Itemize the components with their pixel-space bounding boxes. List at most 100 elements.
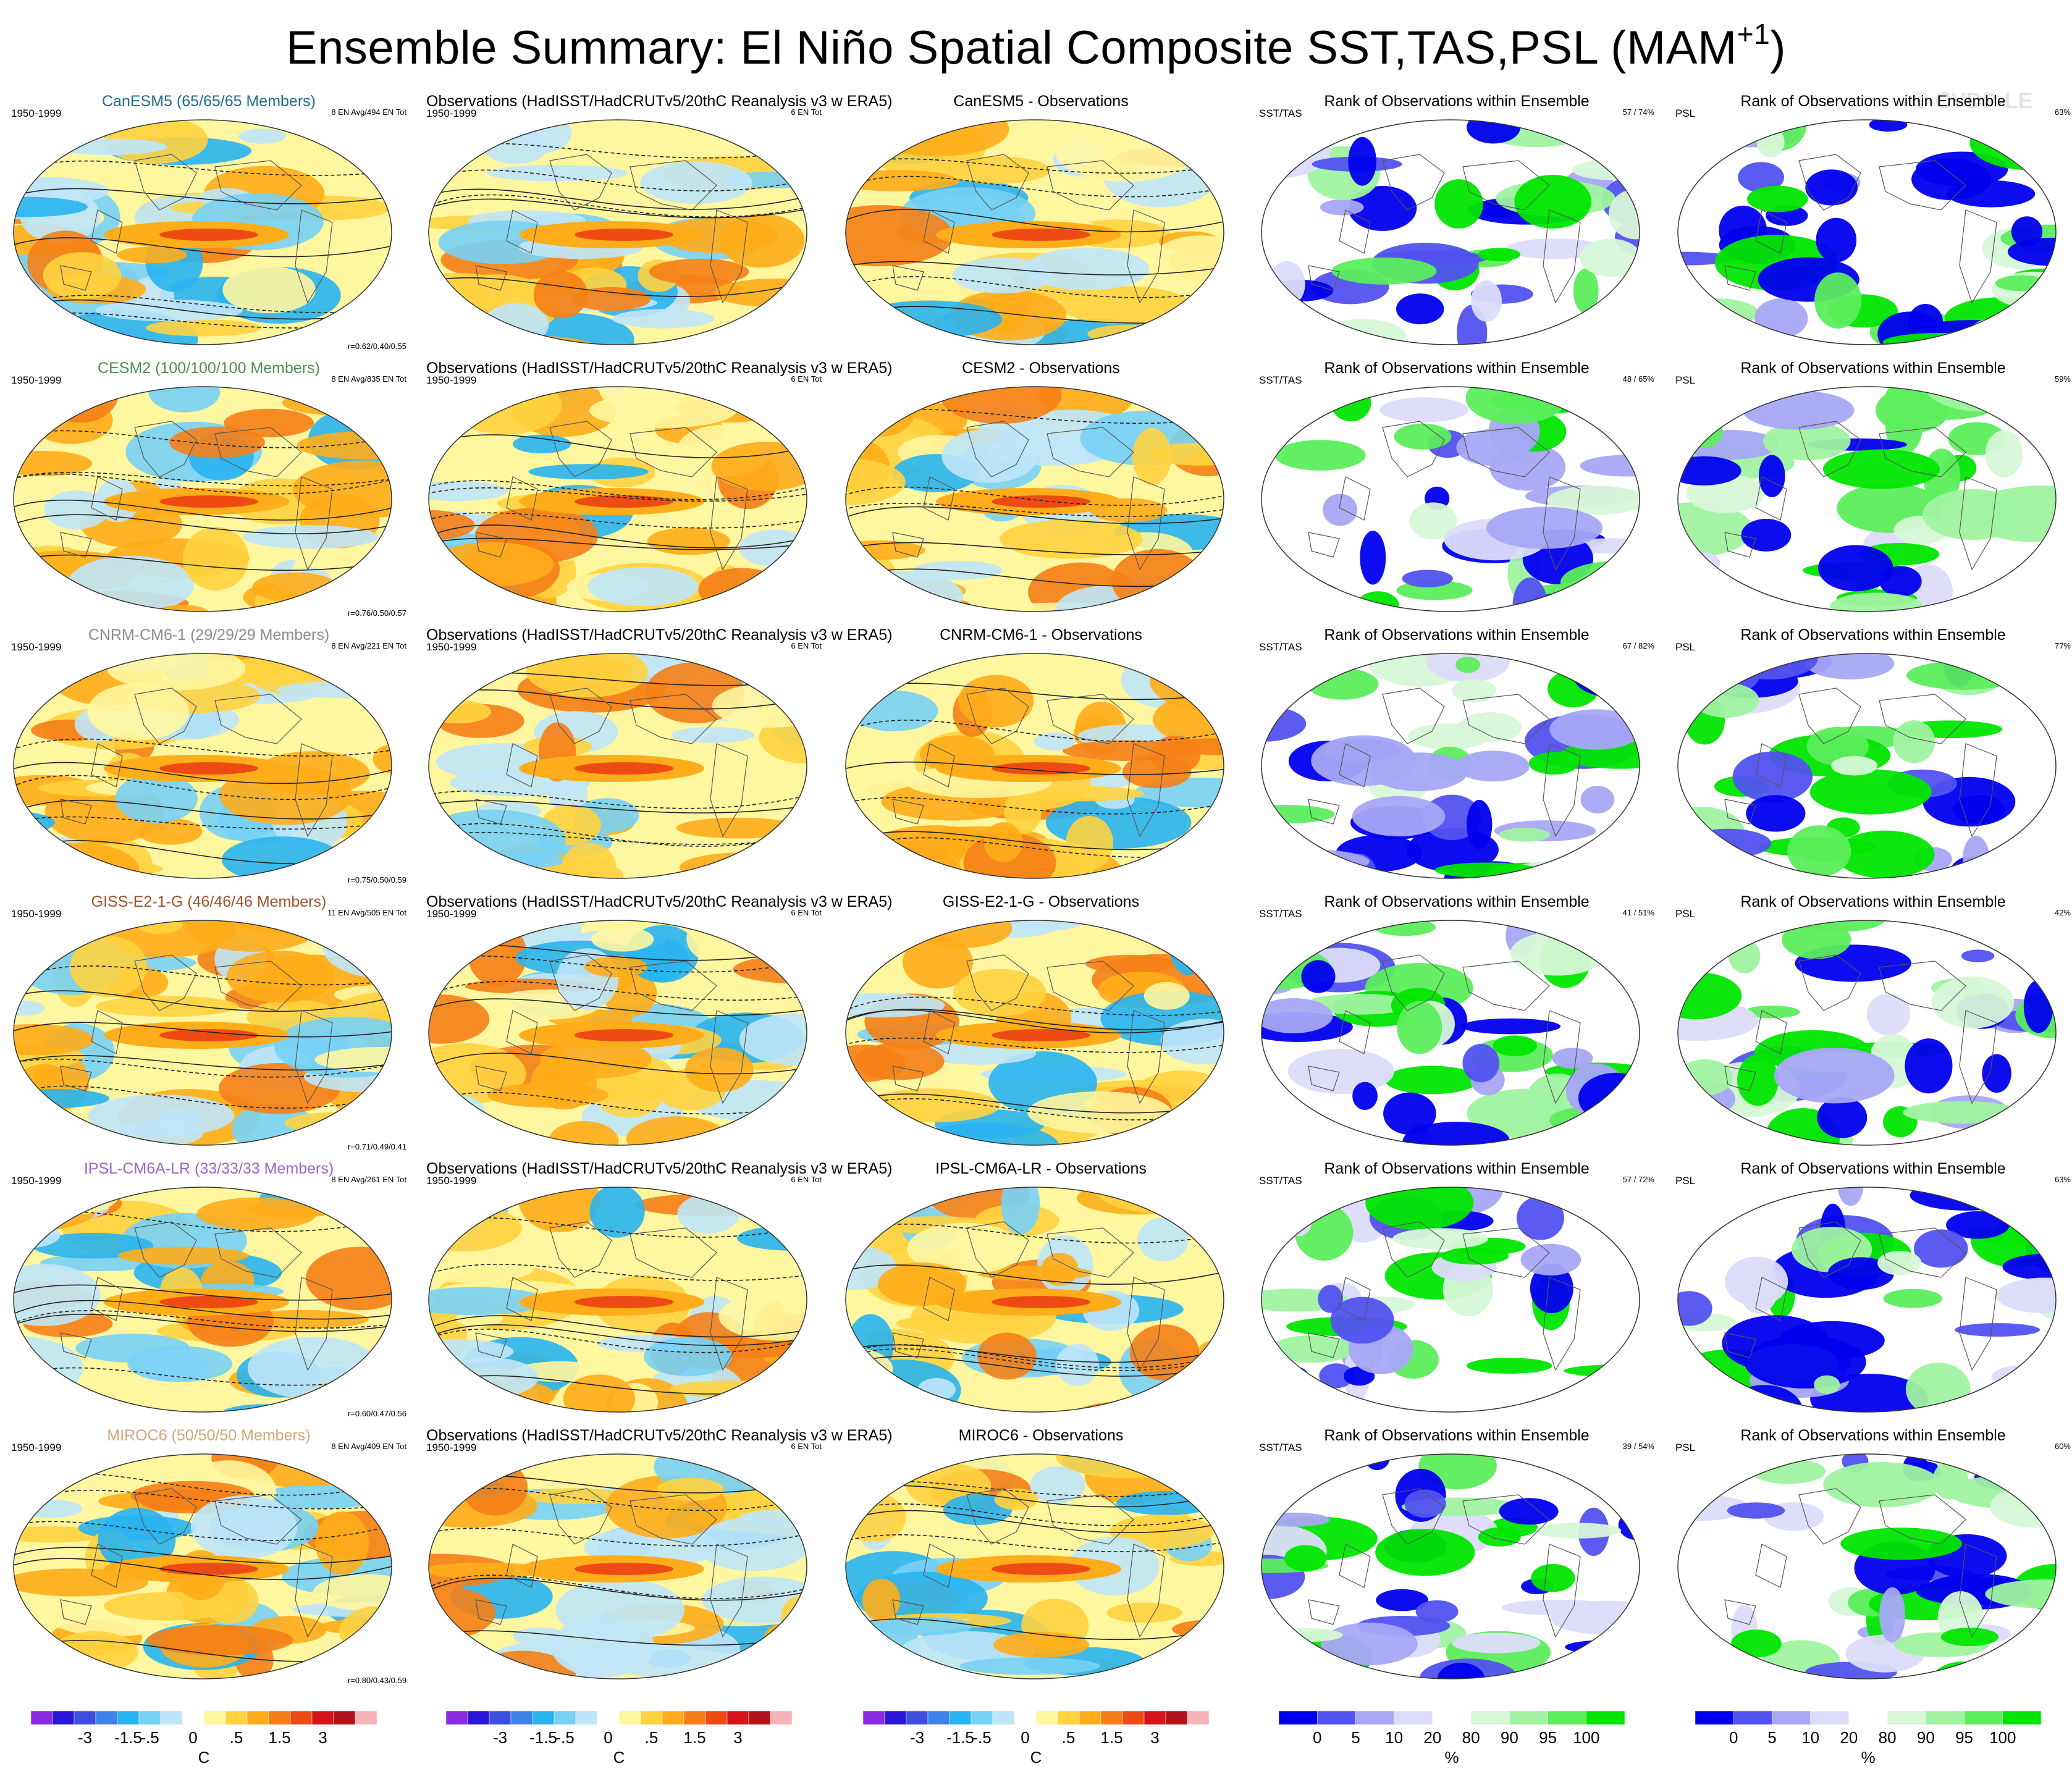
- map-diff: [845, 920, 1224, 1146]
- map-obs: [428, 1453, 807, 1679]
- rank-percent: 60%: [2054, 1442, 2071, 1451]
- panel-rank_psl: Rank of Observations within Ensemble PSL 5…: [1675, 353, 2071, 620]
- period-label: 1950-1999: [426, 374, 477, 386]
- colorbar-swatch: [160, 1711, 183, 1725]
- colorbar-swatch: [1143, 1711, 1166, 1725]
- rank-percent: 77%: [2054, 641, 2071, 650]
- map-diff: [845, 119, 1224, 345]
- rank-title: Rank of Observations within Ensemble: [1324, 626, 1590, 644]
- colorbar-unit: C: [198, 1748, 210, 1767]
- colorbar-tick-label: 0: [1021, 1728, 1029, 1747]
- rank-title: Rank of Observations within Ensemble: [1740, 893, 2006, 910]
- panel-obs: Observations (HadISST/HadCRUTv5/20thC Re…: [426, 1421, 892, 1687]
- colorbar-swatch: [1586, 1711, 1625, 1725]
- colorbar-swatch: [2002, 1711, 2042, 1725]
- ensemble-count: 6 EN Tot: [791, 1442, 822, 1451]
- colorbar-tick-label: .5: [230, 1728, 243, 1747]
- colorbar-tick-label: 5: [1351, 1728, 1360, 1747]
- colorbar-tick-label: .5: [1062, 1728, 1076, 1747]
- panel-model: CanESM5 (65/65/65 Members) 1950-1999 8 EN …: [11, 86, 406, 353]
- panel-model: CESM2 (100/100/100 Members) 1950-1999 8 EN…: [11, 353, 406, 620]
- colorbar-swatch: [1926, 1711, 1965, 1725]
- map-obs: [428, 653, 807, 879]
- period-label: 1950-1999: [426, 908, 477, 920]
- period-label: 1950-1999: [426, 1442, 477, 1453]
- pattern-correlation: r=0.76/0.50/0.57: [347, 608, 406, 618]
- panel-diff: MIROC6 - Observations: [843, 1421, 1239, 1687]
- colorbar-tick-label: -1.5: [946, 1728, 974, 1747]
- colorbar-swatch: [705, 1711, 728, 1725]
- map-diff: [845, 1187, 1224, 1413]
- colorbar-swatch: [1509, 1711, 1548, 1725]
- colorbar-tick-label: 100: [1989, 1728, 2016, 1747]
- colorbar-tick-label: 1.5: [683, 1728, 705, 1747]
- rank-percent: 67 / 82%: [1622, 641, 1654, 650]
- colorbar-swatch: [1470, 1711, 1510, 1725]
- period-label: 1950-1999: [11, 1442, 62, 1453]
- colorbar-swatch: [748, 1711, 771, 1725]
- period-label: 1950-1999: [11, 641, 62, 653]
- panel-rank_sst: Rank of Observations within Ensemble SST/…: [1259, 86, 1654, 353]
- colorbar-tick-label: 5: [1767, 1728, 1776, 1747]
- colorbar-tick-label: 80: [1879, 1728, 1897, 1747]
- variable-label: SST/TAS: [1259, 1442, 1302, 1453]
- panel-diff: IPSL-CM6A-LR - Observations: [843, 1154, 1239, 1421]
- panel-diff: CanESM5 - Observations: [843, 86, 1239, 353]
- panel-model: MIROC6 (50/50/50 Members) 1950-1999 8 EN A…: [11, 1421, 406, 1687]
- ensemble-count: 6 EN Tot: [791, 641, 822, 650]
- map-rank_sst: [1261, 653, 1640, 879]
- colorbar-swatch: [1100, 1711, 1123, 1725]
- panel-rank_psl: Rank of Observations within Ensemble PSL 6…: [1675, 1154, 2071, 1421]
- rank-title: Rank of Observations within Ensemble: [1324, 1160, 1590, 1177]
- colorbar-swatch: [575, 1711, 598, 1725]
- colorbar-tick-label: 95: [1539, 1728, 1557, 1747]
- map-model: [13, 1453, 392, 1679]
- diff-title: GISS-E2-1-G - Observations: [942, 893, 1140, 910]
- panel-rank_psl: Rank of Observations within Ensemble PSL 6…: [1675, 1421, 2071, 1687]
- map-rank_sst: [1261, 386, 1640, 612]
- panel-rank_sst: Rank of Observations within Ensemble SST/…: [1259, 620, 1654, 887]
- map-diff: [845, 653, 1224, 879]
- watermark: © CVDP-LE: [1913, 88, 2033, 113]
- colorbar-swatch: [246, 1711, 269, 1725]
- obs-title: Observations (HadISST/HadCRUTv5/20thC Re…: [426, 93, 893, 110]
- obs-title: Observations (HadISST/HadCRUTv5/20thC Re…: [426, 626, 893, 644]
- colorbar-tick-label: 90: [1501, 1728, 1518, 1747]
- colorbar-swatch: [1014, 1711, 1037, 1725]
- pattern-correlation: r=0.80/0.43/0.59: [347, 1676, 406, 1685]
- panel-rank_sst: Rank of Observations within Ensemble SST/…: [1259, 887, 1654, 1154]
- colorbar-swatch: [95, 1711, 118, 1725]
- colorbar-tick-label: -.5: [140, 1728, 159, 1747]
- colorbar-swatch: [489, 1711, 512, 1725]
- colorbar-tick-label: 10: [1801, 1728, 1819, 1747]
- colorbar-swatch: [1772, 1711, 1811, 1725]
- panel-rank_sst: Rank of Observations within Ensemble SST/…: [1259, 1154, 1654, 1421]
- period-label: 1950-1999: [426, 641, 477, 653]
- colorbar-swatch: [225, 1711, 248, 1725]
- map-diff: [845, 386, 1224, 612]
- diff-title: CESM2 - Observations: [962, 359, 1120, 377]
- rank-percent: 39 / 54%: [1622, 1442, 1654, 1451]
- colorbar-tick-label: 3: [318, 1728, 327, 1747]
- panel-diff: GISS-E2-1-G - Observations: [843, 887, 1239, 1154]
- colorbar-swatch: [618, 1711, 641, 1725]
- colorbar-swatch: [355, 1711, 377, 1725]
- pattern-correlation: r=0.71/0.49/0.41: [347, 1142, 406, 1151]
- colorbar-swatch: [467, 1711, 490, 1725]
- period-label: 1950-1999: [426, 1175, 477, 1187]
- colorbar-tick-label: 1.5: [268, 1728, 290, 1747]
- panel-obs: Observations (HadISST/HadCRUTv5/20thC Re…: [426, 86, 893, 353]
- colorbar-swatch: [1733, 1711, 1772, 1725]
- rank-colorbar: 0 5 10 20 80 90 95 100%: [1273, 1711, 1631, 1779]
- colorbar-unit: C: [613, 1748, 625, 1767]
- variable-label: PSL: [1675, 641, 1696, 653]
- colorbar-swatch: [74, 1711, 96, 1725]
- colorbar-swatch: [445, 1711, 468, 1725]
- model-title: MIROC6 (50/50/50 Members): [107, 1427, 311, 1444]
- map-rank_psl: [1677, 1453, 2057, 1679]
- colorbar-swatch: [1278, 1711, 1318, 1725]
- colorbar-tick-label: -1.5: [114, 1728, 142, 1747]
- colorbar-swatch: [311, 1711, 334, 1725]
- temp-colorbar: -3 -1.5 -.5 0 .5 1.5 3 C: [25, 1711, 383, 1779]
- colorbar-tick-label: 10: [1385, 1728, 1403, 1747]
